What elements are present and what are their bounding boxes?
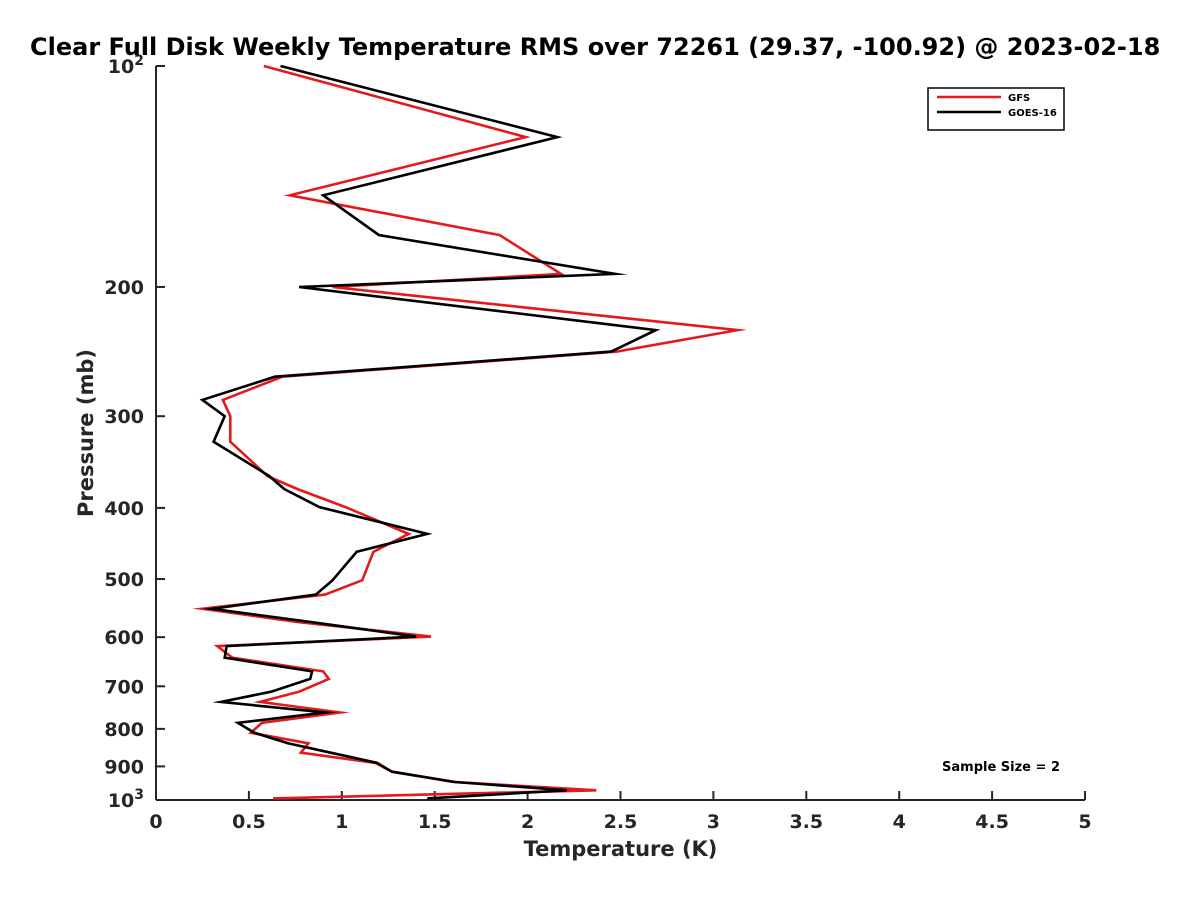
y-tick-label: 200 (104, 277, 144, 299)
x-tick-label: 1 (335, 811, 348, 833)
y-tick-label: 103 (108, 787, 144, 812)
axes: 0 0.5 1 1.5 2 2.5 3 3.5 4 4.5 5 102 200 300 400 500 600 7… (74, 53, 1092, 861)
y-axis-label: Pressure (mb) (74, 349, 98, 517)
legend-label-gfs: GFS (1008, 93, 1030, 104)
plot-series (192, 64, 747, 800)
x-tick-label: 0 (149, 811, 162, 833)
y-tick-label: 102 (108, 53, 144, 78)
y-tick-label: 600 (104, 627, 144, 649)
x-tick-label: 1.5 (418, 811, 452, 833)
x-tick-label: 2.5 (604, 811, 638, 833)
y-tick-label: 300 (104, 406, 144, 428)
x-tick-label: 0.5 (232, 811, 266, 833)
legend: GFS GOES-16 (927, 87, 1065, 131)
x-tick-label: 3 (707, 811, 720, 833)
legend-box (927, 87, 1065, 131)
y-tick-label: 900 (104, 756, 144, 778)
x-tick-label: 2 (521, 811, 534, 833)
legend-label-goes-16: GOES-16 (1008, 108, 1057, 119)
x-tick-label: 4 (893, 811, 906, 833)
x-tick-label: 3.5 (789, 811, 823, 833)
x-tick-label: 5 (1078, 811, 1091, 833)
x-tick-label: 4.5 (975, 811, 1009, 833)
sample-size-annotation: Sample Size = 2 (942, 760, 1060, 775)
y-tick-label: 700 (104, 676, 144, 698)
y-tick-label: 400 (104, 498, 144, 520)
y-tick-label: 500 (104, 569, 144, 591)
x-axis-label: Temperature (K) (524, 837, 718, 861)
chart-title: Clear Full Disk Weekly Temperature RMS o… (30, 33, 1160, 61)
y-tick-label: 800 (104, 719, 144, 741)
series-line-goes-16 (199, 64, 661, 800)
